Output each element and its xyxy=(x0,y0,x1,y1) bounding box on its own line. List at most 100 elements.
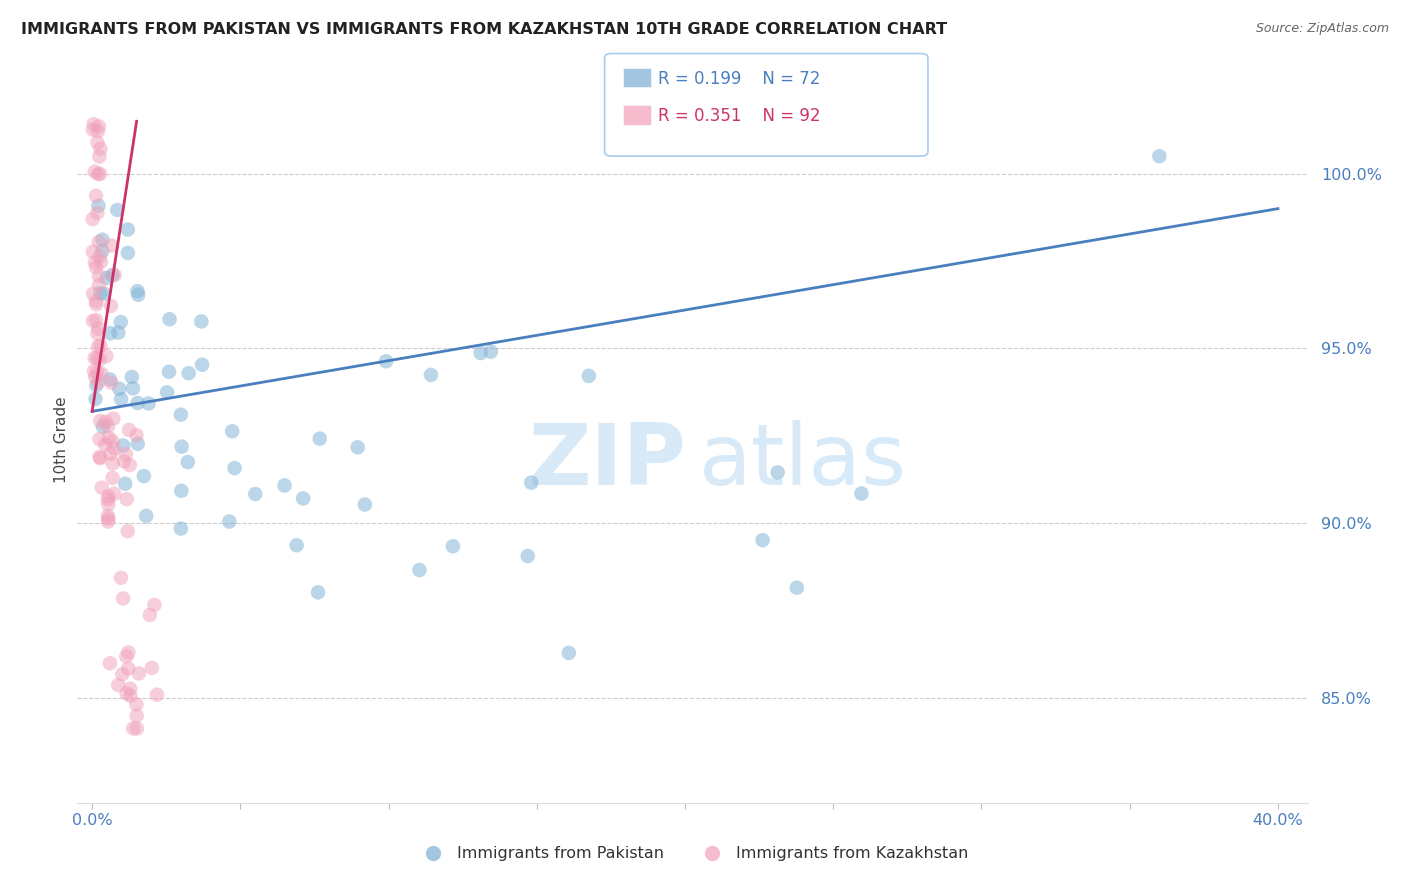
Point xyxy=(84,297,107,311)
Point xyxy=(112,454,135,468)
Point xyxy=(224,461,246,475)
Point xyxy=(125,428,148,442)
Text: R = 0.351    N = 92: R = 0.351 N = 92 xyxy=(658,107,821,125)
Point xyxy=(94,437,117,451)
Point xyxy=(120,681,142,696)
Text: ZIP: ZIP xyxy=(529,419,686,502)
Point xyxy=(307,585,329,599)
Point xyxy=(135,508,157,523)
Point xyxy=(87,124,110,138)
Point xyxy=(100,238,122,252)
Point xyxy=(98,372,121,386)
Point xyxy=(117,524,139,538)
Point xyxy=(87,322,110,336)
Point xyxy=(353,498,375,512)
Point xyxy=(115,649,138,664)
Point xyxy=(177,366,200,380)
Point xyxy=(292,491,315,506)
Point xyxy=(97,497,120,511)
Point xyxy=(128,666,150,681)
Point xyxy=(117,222,139,236)
Point xyxy=(91,244,114,258)
Point xyxy=(84,392,107,406)
Point xyxy=(97,515,120,529)
Point xyxy=(89,167,111,181)
Point xyxy=(104,268,127,282)
Point xyxy=(103,486,125,500)
Point xyxy=(139,607,162,622)
Point xyxy=(479,344,502,359)
Point xyxy=(1149,149,1171,163)
Point xyxy=(117,662,139,676)
Point xyxy=(143,598,166,612)
Point xyxy=(118,423,141,437)
Point xyxy=(87,375,110,389)
Point xyxy=(115,492,138,507)
Point xyxy=(851,486,873,500)
Point xyxy=(115,686,138,700)
Point xyxy=(101,268,124,282)
Point xyxy=(101,471,124,485)
Point xyxy=(89,414,111,428)
Point xyxy=(87,278,110,293)
Point xyxy=(83,255,105,269)
Point xyxy=(97,431,120,445)
Text: IMMIGRANTS FROM PAKISTAN VS IMMIGRANTS FROM KAZAKHSTAN 10TH GRADE CORRELATION CH: IMMIGRANTS FROM PAKISTAN VS IMMIGRANTS F… xyxy=(21,22,948,37)
Point xyxy=(118,458,141,472)
Point xyxy=(89,249,111,263)
Point xyxy=(91,233,114,247)
Point xyxy=(108,382,131,396)
Point xyxy=(83,364,105,378)
Point xyxy=(105,202,128,217)
Point xyxy=(86,365,108,379)
Point xyxy=(273,478,295,492)
Point xyxy=(90,255,112,269)
Point xyxy=(125,722,148,736)
Point xyxy=(82,314,104,328)
Point xyxy=(221,425,243,439)
Point xyxy=(98,657,121,671)
Point xyxy=(94,415,117,429)
Point xyxy=(120,689,142,703)
Point xyxy=(516,549,538,563)
Point xyxy=(114,447,136,461)
Point xyxy=(84,189,107,203)
Point xyxy=(141,661,163,675)
Point xyxy=(127,437,149,451)
Point xyxy=(117,246,139,260)
Point xyxy=(87,268,110,283)
Text: R = 0.199    N = 72: R = 0.199 N = 72 xyxy=(658,70,820,87)
Point xyxy=(86,378,108,392)
Point xyxy=(101,456,124,470)
Point xyxy=(89,142,111,156)
Point xyxy=(132,469,155,483)
Point xyxy=(110,392,132,406)
Point xyxy=(375,354,398,368)
Point xyxy=(97,419,120,434)
Point xyxy=(170,483,193,498)
Point xyxy=(100,299,122,313)
Point xyxy=(107,678,129,692)
Point xyxy=(86,326,108,341)
Point xyxy=(87,120,110,134)
Point xyxy=(87,339,110,353)
Point xyxy=(83,351,105,365)
Point xyxy=(83,117,105,131)
Point xyxy=(89,286,111,301)
Point xyxy=(122,381,145,395)
Point xyxy=(121,370,143,384)
Point xyxy=(520,475,543,490)
Point xyxy=(558,646,581,660)
Point xyxy=(170,440,193,454)
Point xyxy=(419,368,441,382)
Point xyxy=(157,365,180,379)
Legend: Immigrants from Pakistan, Immigrants from Kazakhstan: Immigrants from Pakistan, Immigrants fro… xyxy=(411,839,974,868)
Point xyxy=(127,287,149,301)
Point xyxy=(191,358,214,372)
Point xyxy=(112,591,135,606)
Point xyxy=(110,571,132,585)
Point xyxy=(98,326,121,341)
Point xyxy=(86,206,108,220)
Point xyxy=(89,352,111,367)
Y-axis label: 10th Grade: 10th Grade xyxy=(53,396,69,483)
